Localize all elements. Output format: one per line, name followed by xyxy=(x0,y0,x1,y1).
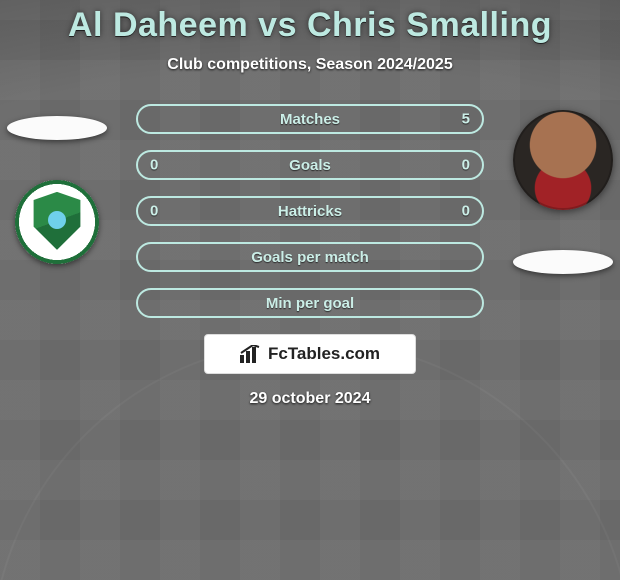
stat-label: Matches xyxy=(280,111,340,128)
player-left-ellipse xyxy=(7,116,107,140)
stat-right-value: 0 xyxy=(462,157,470,174)
stat-label: Hattricks xyxy=(278,203,342,220)
brand-name: FcTables.com xyxy=(268,344,380,364)
stat-row: Matches 5 xyxy=(136,104,484,134)
date-label: 29 october 2024 xyxy=(0,390,620,408)
stat-left-value: 0 xyxy=(150,203,158,220)
stat-left-value: 0 xyxy=(150,157,158,174)
player-right-avatar xyxy=(513,110,613,210)
comparison-table: Matches 5 0 Goals 0 0 Hattricks 0 Goals per matc… xyxy=(136,104,484,318)
player-left-column xyxy=(4,110,110,264)
stat-right-value: 0 xyxy=(462,203,470,220)
stat-row: 0 Goals 0 xyxy=(136,150,484,180)
player-right-ellipse xyxy=(513,250,613,274)
stat-label: Min per goal xyxy=(266,295,354,312)
page-title: Al Daheem vs Chris Smalling xyxy=(0,0,620,42)
player-right-column xyxy=(510,110,616,274)
stat-row: Goals per match xyxy=(136,242,484,272)
stat-row: Min per goal xyxy=(136,288,484,318)
brand-chart-icon xyxy=(240,345,262,363)
stat-right-value: 5 xyxy=(462,111,470,128)
club-badge-left xyxy=(15,180,99,264)
stat-row: 0 Hattricks 0 xyxy=(136,196,484,226)
page-subtitle: Club competitions, Season 2024/2025 xyxy=(0,56,620,74)
stat-label: Goals xyxy=(289,157,331,174)
brand-box: FcTables.com xyxy=(204,334,416,374)
stat-label: Goals per match xyxy=(251,249,369,266)
